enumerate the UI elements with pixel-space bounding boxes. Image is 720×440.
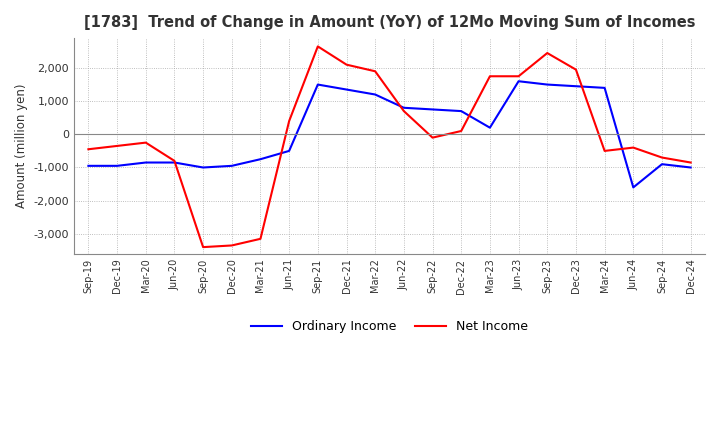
Ordinary Income: [428, 107, 437, 112]
Ordinary Income: [228, 163, 236, 169]
Net Income: [342, 62, 351, 67]
Ordinary Income: [572, 84, 580, 89]
Net Income: [572, 67, 580, 72]
Ordinary Income: [657, 161, 666, 167]
Ordinary Income: [629, 185, 638, 190]
Net Income: [629, 145, 638, 150]
Net Income: [428, 135, 437, 140]
Net Income: [371, 69, 379, 74]
Net Income: [600, 148, 609, 154]
Net Income: [228, 243, 236, 248]
Net Income: [514, 73, 523, 79]
Net Income: [199, 245, 207, 250]
Net Income: [485, 73, 494, 79]
Line: Net Income: Net Income: [89, 46, 690, 247]
Ordinary Income: [400, 105, 408, 110]
Ordinary Income: [514, 79, 523, 84]
Net Income: [256, 236, 265, 242]
Net Income: [457, 128, 466, 134]
Net Income: [170, 158, 179, 164]
Net Income: [657, 155, 666, 160]
Legend: Ordinary Income, Net Income: Ordinary Income, Net Income: [246, 315, 534, 338]
Ordinary Income: [543, 82, 552, 87]
Ordinary Income: [256, 157, 265, 162]
Line: Ordinary Income: Ordinary Income: [89, 81, 690, 187]
Net Income: [543, 51, 552, 56]
Ordinary Income: [113, 163, 122, 169]
Net Income: [141, 140, 150, 145]
Ordinary Income: [686, 165, 695, 170]
Ordinary Income: [600, 85, 609, 91]
Net Income: [313, 44, 322, 49]
Ordinary Income: [371, 92, 379, 97]
Ordinary Income: [141, 160, 150, 165]
Net Income: [84, 147, 93, 152]
Ordinary Income: [84, 163, 93, 169]
Net Income: [400, 108, 408, 114]
Ordinary Income: [285, 148, 294, 154]
Ordinary Income: [313, 82, 322, 87]
Ordinary Income: [342, 87, 351, 92]
Ordinary Income: [485, 125, 494, 130]
Ordinary Income: [457, 108, 466, 114]
Ordinary Income: [170, 160, 179, 165]
Y-axis label: Amount (million yen): Amount (million yen): [15, 84, 28, 208]
Net Income: [686, 160, 695, 165]
Net Income: [113, 143, 122, 149]
Title: [1783]  Trend of Change in Amount (YoY) of 12Mo Moving Sum of Incomes: [1783] Trend of Change in Amount (YoY) o…: [84, 15, 696, 30]
Net Income: [285, 118, 294, 124]
Ordinary Income: [199, 165, 207, 170]
